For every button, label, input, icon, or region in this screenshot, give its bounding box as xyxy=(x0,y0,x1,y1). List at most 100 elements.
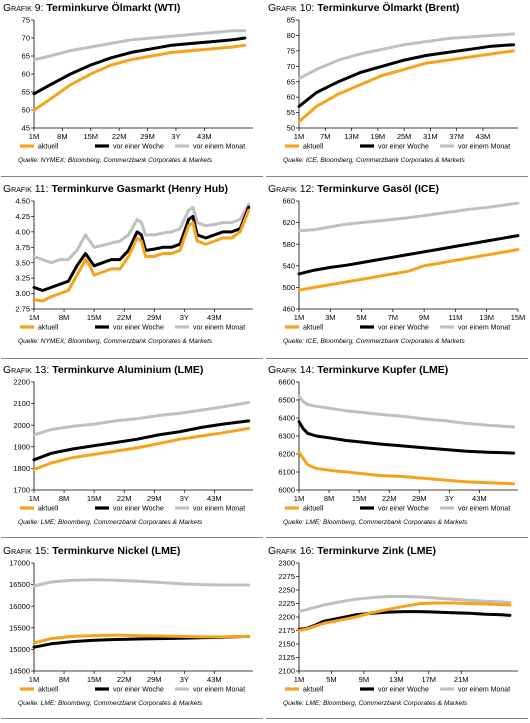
chart-title: Grafik 12: Terminkurve Gasöl (ICE) xyxy=(268,183,439,195)
x-tick-label: 25M xyxy=(397,132,412,141)
legend-label: vor einem Monat xyxy=(458,506,510,513)
chart-title-prefix: Grafik 14: xyxy=(268,364,318,376)
x-tick-label: 7M xyxy=(320,132,330,141)
chart-title: Grafik 16: Terminkurve Zink (LME) xyxy=(268,545,436,557)
legend-label: vor einem Monat xyxy=(193,144,245,151)
x-tick-label: 15M xyxy=(511,313,526,322)
chart-svg: 45 50 55 60 65 70 75 1M 8M 15M 22M 29M 3Y 43M aktuell v… xyxy=(20,16,253,151)
x-tick-label: 29M xyxy=(147,313,162,322)
series-line-1 xyxy=(297,43,516,108)
x-tick-label: 13M xyxy=(389,675,404,684)
chart-panel-9: Grafik 9: Terminkurve Ölmarkt (WTI) 45 50 5… xyxy=(0,0,265,180)
chart-title: Grafik 11: Terminkurve Gasmarkt (Henry H… xyxy=(3,183,228,195)
legend-label: aktuell xyxy=(303,325,324,332)
y-tick-label: 3.25 xyxy=(15,274,30,283)
chart-title-text: Terminkurve Nickel (LME) xyxy=(52,545,181,557)
y-tick-label: 65 xyxy=(22,52,30,61)
panel-separator xyxy=(1,718,263,719)
source-note: Quelle: LME; Bloomberg, Commerzbank Corp… xyxy=(18,700,203,707)
legend-label: aktuell xyxy=(303,144,324,151)
x-tick-label: 21M xyxy=(454,675,469,684)
y-tick-label: 620 xyxy=(282,218,295,227)
panel-separator xyxy=(1,176,263,177)
y-tick-label: 3.00 xyxy=(15,289,30,298)
series-line-1 xyxy=(32,419,251,462)
y-tick-label: 1700 xyxy=(13,486,30,495)
y-tick-label: 2000 xyxy=(13,421,30,430)
x-tick-label: 22M xyxy=(382,494,397,503)
y-tick-label: 2.75 xyxy=(15,305,30,314)
y-tick-label: 60 xyxy=(22,70,30,79)
series-line-0 xyxy=(297,49,516,124)
series-line-0 xyxy=(32,43,247,112)
legend-label: aktuell xyxy=(38,687,59,694)
y-tick-label: 2150 xyxy=(278,640,295,649)
series-line-0 xyxy=(32,426,251,471)
panel-separator xyxy=(266,176,528,177)
y-tick-label: 2200 xyxy=(13,378,30,387)
legend-label: vor einer Woche xyxy=(113,144,164,151)
panel-separator xyxy=(1,537,263,538)
x-tick-label: 19M xyxy=(371,132,386,141)
y-tick-label: 2225 xyxy=(278,599,295,608)
x-tick-label: 3Y xyxy=(445,494,454,503)
y-tick-label: 460 xyxy=(282,305,295,314)
series-line-0 xyxy=(297,248,520,292)
x-tick-label: 15M xyxy=(87,494,102,503)
x-tick-label: 1M xyxy=(294,132,304,141)
panel-separator xyxy=(266,537,528,538)
x-tick-label: 8M xyxy=(59,313,69,322)
x-tick-label: 8M xyxy=(324,494,334,503)
chart-svg: 460 500 540 580 620 660 1M 3M 5M 7M 9M 11M 13M 15M akt… xyxy=(282,197,526,332)
legend-label: vor einem Monat xyxy=(458,144,510,151)
series-line-0 xyxy=(297,601,512,632)
series-line-2 xyxy=(32,578,251,588)
series-line-1 xyxy=(32,36,247,96)
chart-svg: 2.75 3.00 3.25 3.50 3.75 4.00 4.25 4.50 1M 8M 15M 2… xyxy=(15,197,253,332)
series-line-0 xyxy=(32,208,251,303)
y-tick-label: 2175 xyxy=(278,626,295,635)
x-tick-label: 43M xyxy=(207,313,222,322)
x-tick-label: 3Y xyxy=(180,313,189,322)
source-note: Quelle: NYMEX; Bloomberg, Commerzbank Co… xyxy=(18,157,213,164)
series-line-2 xyxy=(32,401,251,437)
x-tick-label: 22M xyxy=(117,494,132,503)
series-line-1 xyxy=(297,234,520,276)
x-tick-label: 37M xyxy=(449,132,464,141)
x-tick-label: 22M xyxy=(117,313,132,322)
series-line-2 xyxy=(297,32,516,81)
legend-label: vor einer Woche xyxy=(378,687,429,694)
x-tick-label: 9M xyxy=(419,313,429,322)
series-line-2 xyxy=(297,394,516,429)
y-tick-label: 55 xyxy=(287,108,295,117)
legend-label: vor einer Woche xyxy=(113,325,164,332)
legend-label: vor einer Woche xyxy=(378,506,429,513)
legend-label: vor einer Woche xyxy=(113,687,164,694)
x-tick-label: 15M xyxy=(83,132,98,141)
y-tick-label: 580 xyxy=(282,240,295,249)
series-line-0 xyxy=(32,633,251,645)
x-tick-label: 31M xyxy=(423,132,438,141)
x-tick-label: 5M xyxy=(326,675,336,684)
chart-title-prefix: Grafik 10: xyxy=(268,2,318,14)
legend-label: aktuell xyxy=(303,506,324,513)
source-note: Quelle: LME; Bloomberg, Commerzbank Corp… xyxy=(283,519,468,526)
chart-svg: 14500 15000 15500 16000 16500 17000 1M 8M 15M 22M… xyxy=(9,559,253,694)
y-tick-label: 6100 xyxy=(278,468,295,477)
x-tick-label: 1M xyxy=(294,494,304,503)
legend-label: vor einem Monat xyxy=(193,506,245,513)
legend-label: aktuell xyxy=(38,144,59,151)
legend-label: vor einer Woche xyxy=(113,506,164,513)
y-tick-label: 1800 xyxy=(13,464,30,473)
y-tick-label: 85 xyxy=(287,16,295,25)
x-tick-label: 43M xyxy=(197,132,212,141)
y-tick-label: 55 xyxy=(22,88,30,97)
y-tick-label: 60 xyxy=(287,93,295,102)
x-tick-label: 13M xyxy=(344,132,359,141)
chart-panel-15: Grafik 15: Terminkurve Nickel (LME) 14500… xyxy=(0,543,265,723)
x-tick-label: 22M xyxy=(117,675,132,684)
chart-title: Grafik 15: Terminkurve Nickel (LME) xyxy=(3,545,180,557)
y-tick-label: 2125 xyxy=(278,653,295,662)
panel-separator xyxy=(266,358,528,359)
x-tick-label: 29M xyxy=(147,494,162,503)
